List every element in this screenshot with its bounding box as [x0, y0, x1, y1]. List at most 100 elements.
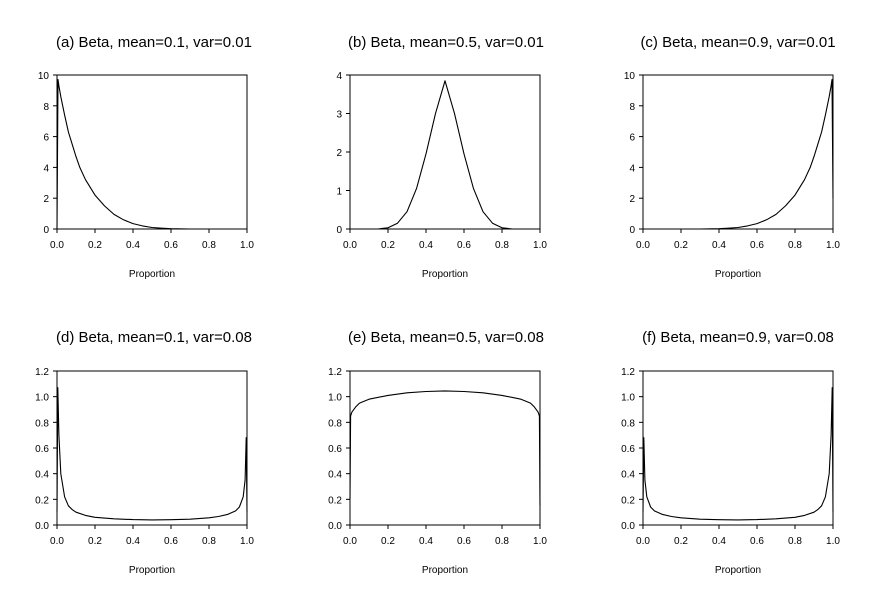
panel-title: (f) Beta, mean=0.9, var=0.08 — [642, 329, 834, 346]
x-tick-label: 0.2 — [674, 240, 688, 251]
x-tick-label: 0.0 — [343, 536, 357, 547]
density-curve — [349, 390, 541, 506]
y-tick-label: 0.4 — [621, 470, 635, 481]
x-tick-label: 0.8 — [495, 240, 509, 251]
density-curve — [56, 387, 248, 521]
x-axis-label: Proportion — [422, 269, 468, 280]
x-tick-label: 0.2 — [674, 536, 688, 547]
x-tick-label: 1.0 — [826, 536, 840, 547]
density-curve — [642, 387, 834, 521]
panel-f: (f) Beta, mean=0.9, var=0.08 Proportion … — [621, 329, 840, 576]
panel-c: (c) Beta, mean=0.9, var=0.01 Proportion … — [624, 34, 841, 280]
x-tick-label: 0.6 — [750, 240, 764, 251]
x-tick-label: 0.6 — [164, 536, 178, 547]
y-tick-label: 4 — [336, 71, 342, 82]
y-tick-label: 1.0 — [35, 393, 49, 404]
panel-title: (b) Beta, mean=0.5, var=0.01 — [348, 34, 544, 51]
x-tick-label: 0.0 — [50, 240, 64, 251]
x-tick-label: 0.0 — [636, 240, 650, 251]
panel-e: (e) Beta, mean=0.5, var=0.08 Proportion … — [328, 329, 547, 576]
density-curve — [350, 80, 540, 230]
x-tick-label: 0.4 — [419, 536, 433, 547]
x-tick-label: 0.4 — [712, 536, 726, 547]
x-tick-label: 0.8 — [202, 536, 216, 547]
x-axis-label: Proportion — [129, 565, 175, 576]
y-tick-label: 1.2 — [328, 367, 342, 378]
y-tick-label: 0 — [629, 225, 635, 236]
panel-title: (d) Beta, mean=0.1, var=0.08 — [56, 329, 252, 346]
y-tick-label: 8 — [43, 102, 49, 113]
x-tick-label: 0.2 — [88, 240, 102, 251]
panel-title: (e) Beta, mean=0.5, var=0.08 — [348, 329, 544, 346]
panel-a: (a) Beta, mean=0.1, var=0.01 Proportion … — [38, 34, 255, 280]
y-tick-label: 0.2 — [621, 495, 635, 506]
y-tick-label: 10 — [38, 71, 50, 82]
x-axis-label: Proportion — [715, 269, 761, 280]
panel-b: (b) Beta, mean=0.5, var=0.01 Proportion … — [336, 34, 547, 280]
x-tick-label: 0.0 — [343, 240, 357, 251]
y-tick-label: 0.6 — [621, 444, 635, 455]
x-tick-label: 0.6 — [457, 536, 471, 547]
x-tick-label: 0.0 — [636, 536, 650, 547]
y-tick-label: 1.0 — [621, 393, 635, 404]
y-tick-label: 0.6 — [35, 444, 49, 455]
x-axis-label: Proportion — [422, 565, 468, 576]
x-tick-label: 0.6 — [457, 240, 471, 251]
y-tick-label: 0.8 — [621, 418, 635, 429]
y-tick-label: 0.4 — [328, 470, 342, 481]
y-tick-label: 0.0 — [328, 521, 342, 532]
y-tick-label: 2 — [336, 148, 342, 159]
panel-title: (c) Beta, mean=0.9, var=0.01 — [640, 34, 835, 51]
x-tick-label: 1.0 — [826, 240, 840, 251]
x-tick-label: 1.0 — [240, 536, 254, 547]
y-tick-label: 0.6 — [328, 444, 342, 455]
y-tick-label: 0.0 — [35, 521, 49, 532]
density-curve — [643, 79, 834, 230]
x-tick-label: 0.2 — [381, 536, 395, 547]
y-tick-label: 6 — [629, 133, 635, 144]
x-tick-label: 0.6 — [750, 536, 764, 547]
y-tick-label: 0 — [43, 225, 49, 236]
x-axis-label: Proportion — [715, 565, 761, 576]
x-axis-label: Proportion — [129, 269, 175, 280]
y-tick-label: 1.2 — [621, 367, 635, 378]
x-tick-label: 1.0 — [240, 240, 254, 251]
y-tick-label: 0.8 — [35, 418, 49, 429]
x-tick-label: 0.6 — [164, 240, 178, 251]
y-tick-label: 3 — [336, 110, 342, 121]
y-tick-label: 1.0 — [328, 393, 342, 404]
x-tick-label: 0.8 — [788, 240, 802, 251]
y-tick-label: 1.2 — [35, 367, 49, 378]
x-tick-label: 0.4 — [126, 240, 140, 251]
y-tick-label: 4 — [629, 163, 635, 174]
y-tick-label: 0.0 — [621, 521, 635, 532]
y-tick-label: 6 — [43, 133, 49, 144]
panel-title: (a) Beta, mean=0.1, var=0.01 — [56, 34, 252, 51]
y-tick-label: 0.4 — [35, 470, 49, 481]
x-tick-label: 0.8 — [202, 240, 216, 251]
x-tick-label: 0.4 — [712, 240, 726, 251]
x-tick-label: 0.4 — [419, 240, 433, 251]
x-tick-label: 1.0 — [533, 536, 547, 547]
x-tick-label: 0.8 — [495, 536, 509, 547]
x-tick-label: 0.4 — [126, 536, 140, 547]
y-tick-label: 10 — [624, 71, 636, 82]
density-curve — [56, 79, 247, 230]
x-tick-label: 0.8 — [788, 536, 802, 547]
x-tick-label: 0.0 — [50, 536, 64, 547]
y-tick-label: 8 — [629, 102, 635, 113]
panel-d: (d) Beta, mean=0.1, var=0.08 Proportion … — [35, 329, 254, 576]
x-tick-label: 1.0 — [533, 240, 547, 251]
y-tick-label: 1 — [336, 187, 342, 198]
x-tick-label: 0.2 — [381, 240, 395, 251]
y-tick-label: 0.8 — [328, 418, 342, 429]
y-tick-label: 0.2 — [328, 495, 342, 506]
y-tick-label: 0.2 — [35, 495, 49, 506]
x-tick-label: 0.2 — [88, 536, 102, 547]
y-tick-label: 4 — [43, 163, 49, 174]
y-tick-label: 2 — [629, 194, 635, 205]
y-tick-label: 0 — [336, 225, 342, 236]
y-tick-label: 2 — [43, 194, 49, 205]
